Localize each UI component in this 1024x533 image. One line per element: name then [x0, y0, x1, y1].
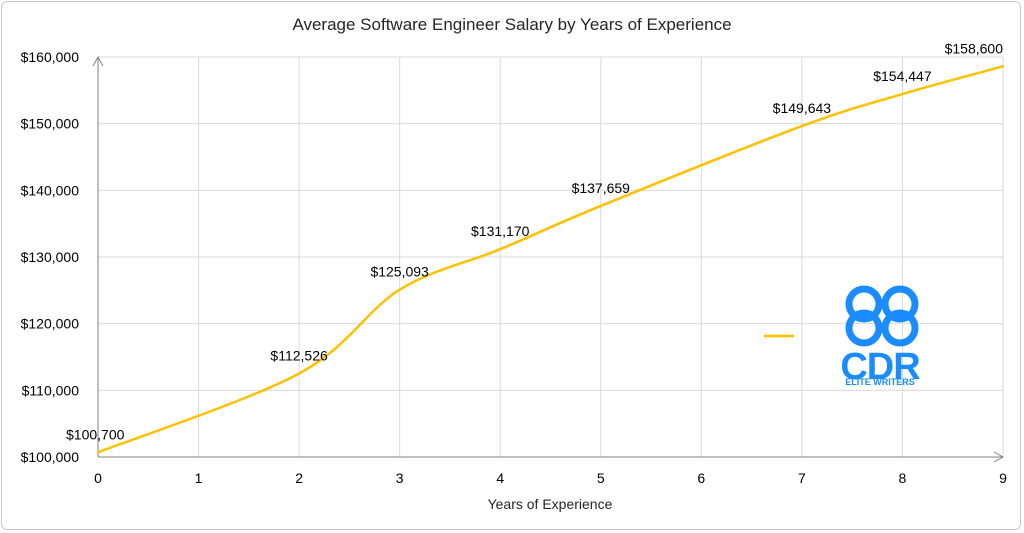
logo-subtitle: ELITE WRITERS	[845, 377, 915, 387]
x-tick-label: 7	[798, 470, 806, 486]
data-label: $131,170	[471, 223, 530, 239]
data-point	[96, 451, 100, 454]
data-label: $125,093	[370, 264, 429, 280]
y-axis-ticks: $100,000 $110,000 $120,000 $130,000 $140,000…	[21, 49, 80, 465]
x-tick-label: 9	[999, 470, 1007, 486]
y-tick-label: $150,000	[21, 116, 80, 132]
x-tick-label: 6	[697, 470, 705, 486]
data-label: $137,659	[572, 180, 631, 196]
y-tick-label: $120,000	[21, 316, 80, 332]
salary-line	[97, 65, 1004, 454]
logo-text: CDR	[840, 346, 920, 388]
x-tick-label: 4	[496, 470, 504, 486]
y-tick-label: $130,000	[21, 249, 80, 265]
data-point	[1001, 65, 1005, 68]
data-label: $158,600	[945, 40, 1004, 56]
y-tick-label: $140,000	[21, 182, 80, 198]
data-label: $154,447	[873, 68, 932, 84]
y-tick-label: $100,000	[21, 449, 80, 465]
axes	[92, 55, 1005, 463]
data-point	[398, 288, 401, 291]
y-axis-arrow	[92, 55, 104, 67]
logo-knot-icon	[845, 285, 919, 347]
x-tick-label: 1	[195, 470, 203, 486]
cdr-logo: CDR ELITE WRITERS	[840, 285, 921, 388]
y-tick-label: $110,000	[22, 382, 80, 398]
x-tick-label: 2	[295, 470, 303, 486]
grid-lines	[98, 56, 1004, 457]
data-point	[499, 248, 502, 251]
x-axis-arrow	[993, 451, 1005, 463]
data-label: $149,643	[773, 100, 832, 116]
x-tick-label: 3	[396, 470, 404, 486]
data-labels: $100,700 $112,526 $125,093 $131,170 $137,659…	[66, 40, 1003, 442]
x-tick-label: 5	[597, 470, 605, 486]
y-tick-label: $160,000	[21, 49, 80, 65]
data-point	[297, 372, 301, 375]
x-tick-label: 8	[899, 470, 907, 486]
data-point	[599, 204, 602, 208]
x-tick-label: 0	[94, 470, 102, 486]
data-label: $112,526	[270, 347, 328, 363]
x-axis-title: Years of Experience	[488, 496, 613, 512]
series-layer	[96, 65, 1005, 454]
chart-title: Average Software Engineer Salary by Year…	[292, 15, 731, 34]
data-point	[901, 92, 904, 96]
data-point	[800, 124, 804, 128]
data-label: $100,700	[66, 426, 125, 442]
x-axis-ticks: 0 1 2 3 4 5 6 7 8 9	[94, 470, 1007, 486]
